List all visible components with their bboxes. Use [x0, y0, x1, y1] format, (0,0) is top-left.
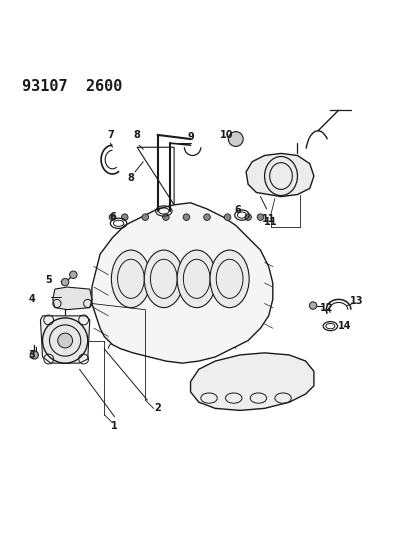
Circle shape	[142, 214, 148, 221]
Polygon shape	[190, 353, 313, 410]
Ellipse shape	[177, 250, 216, 308]
Circle shape	[30, 351, 38, 359]
Ellipse shape	[209, 250, 249, 308]
Text: 2: 2	[154, 403, 161, 414]
Circle shape	[256, 214, 263, 221]
Polygon shape	[40, 316, 90, 363]
Text: 93107  2600: 93107 2600	[22, 79, 122, 94]
Text: 14: 14	[337, 321, 351, 330]
Circle shape	[43, 318, 88, 363]
Text: 11: 11	[261, 214, 275, 224]
Circle shape	[244, 214, 251, 221]
Text: 10: 10	[219, 130, 233, 140]
Circle shape	[162, 214, 169, 221]
Text: 5: 5	[45, 274, 52, 285]
Ellipse shape	[144, 250, 183, 308]
Circle shape	[203, 214, 210, 221]
Ellipse shape	[111, 250, 150, 308]
Text: 12: 12	[319, 303, 332, 313]
Text: 3: 3	[29, 350, 36, 360]
Circle shape	[309, 302, 316, 309]
Text: 1: 1	[111, 421, 118, 431]
Circle shape	[69, 271, 77, 278]
Polygon shape	[245, 154, 313, 197]
Circle shape	[228, 132, 242, 147]
Text: 8: 8	[127, 173, 134, 183]
Polygon shape	[53, 287, 92, 310]
Polygon shape	[92, 203, 272, 363]
Text: 13: 13	[349, 296, 363, 306]
Text: 9: 9	[187, 132, 193, 142]
Text: 4: 4	[29, 294, 36, 304]
Circle shape	[121, 214, 128, 221]
Circle shape	[109, 214, 115, 221]
Circle shape	[57, 333, 72, 348]
Circle shape	[224, 214, 230, 221]
Text: 6: 6	[109, 212, 116, 222]
Text: 7: 7	[107, 130, 114, 140]
Circle shape	[183, 214, 189, 221]
Text: 8: 8	[133, 130, 140, 140]
Text: 6: 6	[234, 205, 241, 215]
Text: 11: 11	[263, 217, 277, 227]
Circle shape	[61, 278, 69, 286]
